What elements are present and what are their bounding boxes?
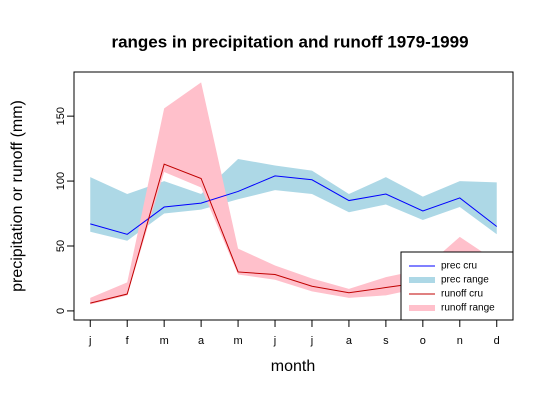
x-axis-label: month (271, 358, 315, 375)
x-tick-label: a (198, 335, 205, 347)
x-tick-label: f (126, 335, 130, 347)
x-tick-label: m (233, 335, 242, 347)
legend-label: runoff cru (441, 289, 483, 300)
y-tick-label: 50 (55, 240, 67, 252)
series-line (90, 175, 498, 235)
x-tick-label: d (494, 335, 500, 347)
legend-label: prec cru (441, 261, 477, 272)
y-tick-label: 150 (55, 107, 67, 125)
range-band (90, 82, 497, 305)
x-tick-label: s (383, 335, 389, 347)
x-tick-label: j (273, 335, 276, 347)
range-band (90, 158, 497, 241)
x-tick-label: o (420, 335, 426, 347)
y-tick-label: 0 (55, 308, 67, 314)
legend-label: prec range (441, 275, 489, 286)
x-tick-label: a (346, 335, 353, 347)
plot-frame (73, 71, 514, 321)
x-tick-label: j (88, 335, 91, 347)
x-tick-label: n (457, 335, 463, 347)
x-tick-label: m (160, 335, 169, 347)
y-tick-label: 100 (55, 172, 67, 190)
chart-title: ranges in precipitation and runoff 1979-… (111, 32, 468, 51)
y-axis-label: precipitation or runoff (mm) (9, 100, 26, 292)
x-tick-label: j (310, 335, 313, 347)
legend-label: runoff range (441, 303, 495, 314)
